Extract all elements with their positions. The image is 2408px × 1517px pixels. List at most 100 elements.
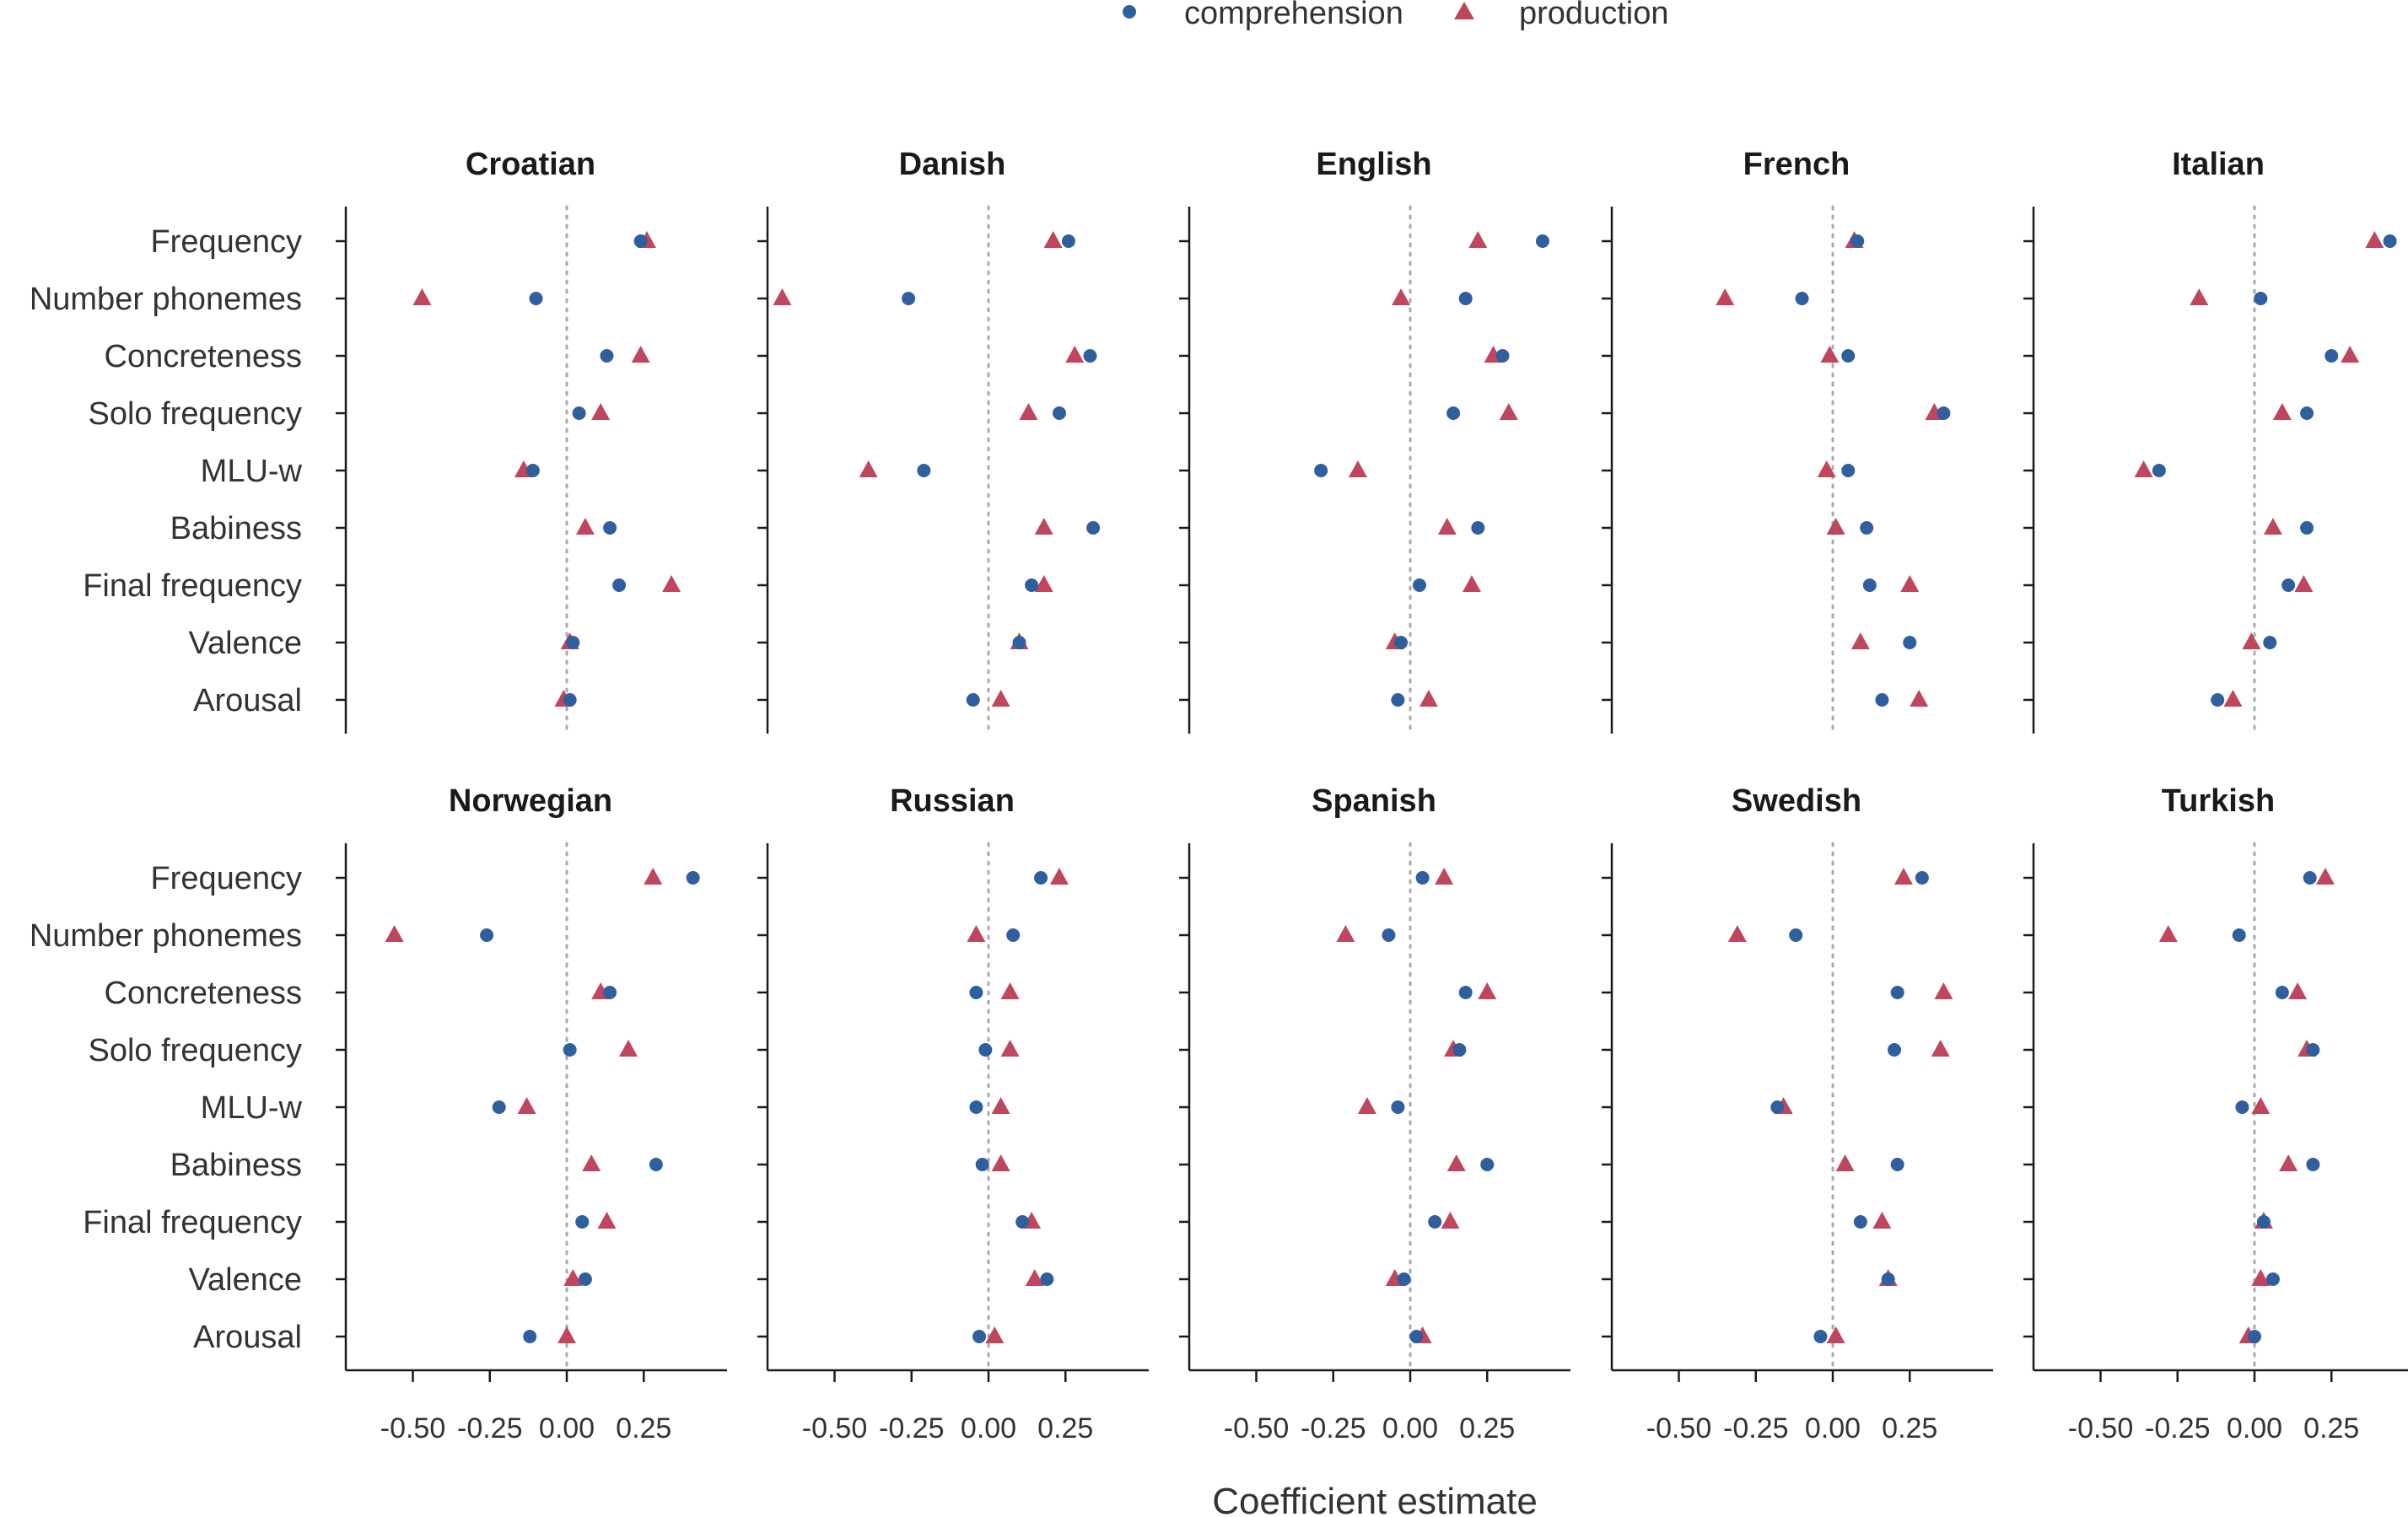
comprehension-point bbox=[1841, 464, 1856, 477]
comprehension-point bbox=[566, 636, 580, 649]
comprehension-point bbox=[2263, 636, 2277, 649]
legend-production-label: production bbox=[1519, 0, 1668, 31]
production-point bbox=[631, 346, 650, 363]
production-point bbox=[2158, 925, 2178, 942]
production-point bbox=[1850, 632, 1870, 649]
comprehension-point bbox=[1862, 578, 1877, 592]
comprehension-point bbox=[1314, 464, 1328, 477]
comprehension-point bbox=[1086, 521, 1101, 535]
comprehension-point bbox=[563, 693, 577, 707]
panel-danish: Danish bbox=[757, 147, 1101, 735]
comprehension-point bbox=[1382, 928, 1396, 942]
production-point bbox=[1357, 1097, 1376, 1114]
category-label: Solo frequency bbox=[89, 396, 303, 432]
production-point bbox=[2242, 632, 2261, 649]
panel-title: Turkish bbox=[2162, 783, 2275, 819]
panel-title: French bbox=[1743, 147, 1850, 182]
category-label: Frequency bbox=[150, 224, 302, 260]
production-point bbox=[2294, 575, 2314, 592]
category-label: Valence bbox=[188, 626, 302, 661]
x-tick-label: 0.25 bbox=[2303, 1412, 2359, 1444]
production-point bbox=[1034, 518, 1053, 535]
x-tick-label: 0.00 bbox=[2227, 1412, 2282, 1444]
comprehension-point bbox=[1915, 871, 1929, 885]
comprehension-point bbox=[975, 1158, 989, 1171]
production-point bbox=[662, 575, 681, 592]
comprehension-point bbox=[2235, 1100, 2249, 1114]
comprehension-point bbox=[1391, 693, 1405, 707]
comprehension-point bbox=[2232, 928, 2246, 942]
production-point bbox=[1348, 460, 1367, 477]
production-point bbox=[1835, 1154, 1855, 1171]
x-axis-title: Coefficient estimate bbox=[1212, 1481, 1538, 1517]
comprehension-point bbox=[1789, 928, 1803, 942]
legend-comprehension-marker bbox=[1123, 5, 1136, 19]
comprehension-point bbox=[2275, 986, 2289, 999]
comprehension-point bbox=[1495, 349, 1510, 363]
production-point bbox=[1419, 690, 1438, 707]
comprehension-point bbox=[1415, 871, 1430, 885]
comprehension-point bbox=[2248, 1330, 2261, 1343]
x-tick-label: -0.50 bbox=[2068, 1412, 2134, 1444]
production-point bbox=[773, 288, 792, 305]
comprehension-point bbox=[1841, 349, 1856, 363]
production-point bbox=[412, 288, 432, 305]
comprehension-point bbox=[1875, 693, 1889, 707]
production-point bbox=[1900, 575, 1920, 592]
x-tick-label: 0.00 bbox=[539, 1412, 595, 1444]
comprehension-point bbox=[1850, 234, 1865, 248]
comprehension-point bbox=[972, 1330, 987, 1343]
comprehension-point bbox=[578, 1272, 592, 1286]
comprehension-point bbox=[1881, 1272, 1895, 1286]
panel-norwegian: Norwegian Frequency Number phonemes Concret… bbox=[30, 783, 727, 1444]
panel-title: Croatian bbox=[466, 147, 595, 182]
production-point bbox=[2279, 1154, 2298, 1171]
category-label: Babiness bbox=[170, 511, 302, 546]
x-tick-label: -0.25 bbox=[1301, 1412, 1366, 1444]
production-point bbox=[991, 690, 1010, 707]
comprehension-point bbox=[2281, 578, 2296, 592]
comprehension-point bbox=[1428, 1215, 1442, 1229]
production-point bbox=[558, 1326, 576, 1343]
comprehension-point bbox=[1480, 1158, 1495, 1171]
production-point bbox=[619, 1040, 638, 1057]
x-tick-label: -0.50 bbox=[1224, 1412, 1290, 1444]
comprehension-point bbox=[1458, 292, 1473, 305]
category-label: Babiness bbox=[170, 1148, 302, 1183]
comprehension-point bbox=[2300, 521, 2314, 535]
comprehension-point bbox=[649, 1158, 663, 1171]
production-point bbox=[1817, 460, 1836, 477]
category-label: Number phonemes bbox=[30, 918, 302, 954]
production-point bbox=[2251, 1097, 2271, 1114]
comprehension-point bbox=[603, 521, 617, 535]
production-point bbox=[2288, 982, 2308, 999]
x-tick-label: -0.50 bbox=[1646, 1412, 1712, 1444]
production-point bbox=[1437, 518, 1457, 535]
panel-title: Danish bbox=[899, 147, 1006, 182]
comprehension-point bbox=[1903, 636, 1917, 649]
x-tick-label: 0.25 bbox=[616, 1412, 671, 1444]
comprehension-point bbox=[633, 234, 648, 248]
comprehension-point bbox=[2211, 693, 2225, 707]
panel-title: Italian bbox=[2172, 147, 2265, 182]
panel-french: French bbox=[1602, 147, 1951, 735]
x-tick-label: -0.25 bbox=[879, 1412, 945, 1444]
x-tick-label: -0.25 bbox=[1723, 1412, 1789, 1444]
category-label: Arousal bbox=[193, 683, 302, 718]
production-point bbox=[1826, 1326, 1845, 1343]
comprehension-point bbox=[1452, 1043, 1467, 1057]
production-point bbox=[1931, 1040, 1950, 1057]
production-point bbox=[2263, 518, 2282, 535]
comprehension-point bbox=[978, 1043, 993, 1057]
comprehension-point bbox=[902, 292, 916, 305]
panel-title: Russian bbox=[890, 783, 1015, 819]
comprehension-point bbox=[1888, 1043, 1901, 1057]
comprehension-point bbox=[1813, 1330, 1828, 1343]
comprehension-point bbox=[969, 986, 983, 999]
comprehension-point bbox=[600, 349, 614, 363]
comprehension-point bbox=[966, 693, 980, 707]
production-point bbox=[1934, 982, 1953, 999]
production-point bbox=[1478, 982, 1497, 999]
comprehension-point bbox=[1860, 521, 1874, 535]
comprehension-point bbox=[1770, 1100, 1785, 1114]
